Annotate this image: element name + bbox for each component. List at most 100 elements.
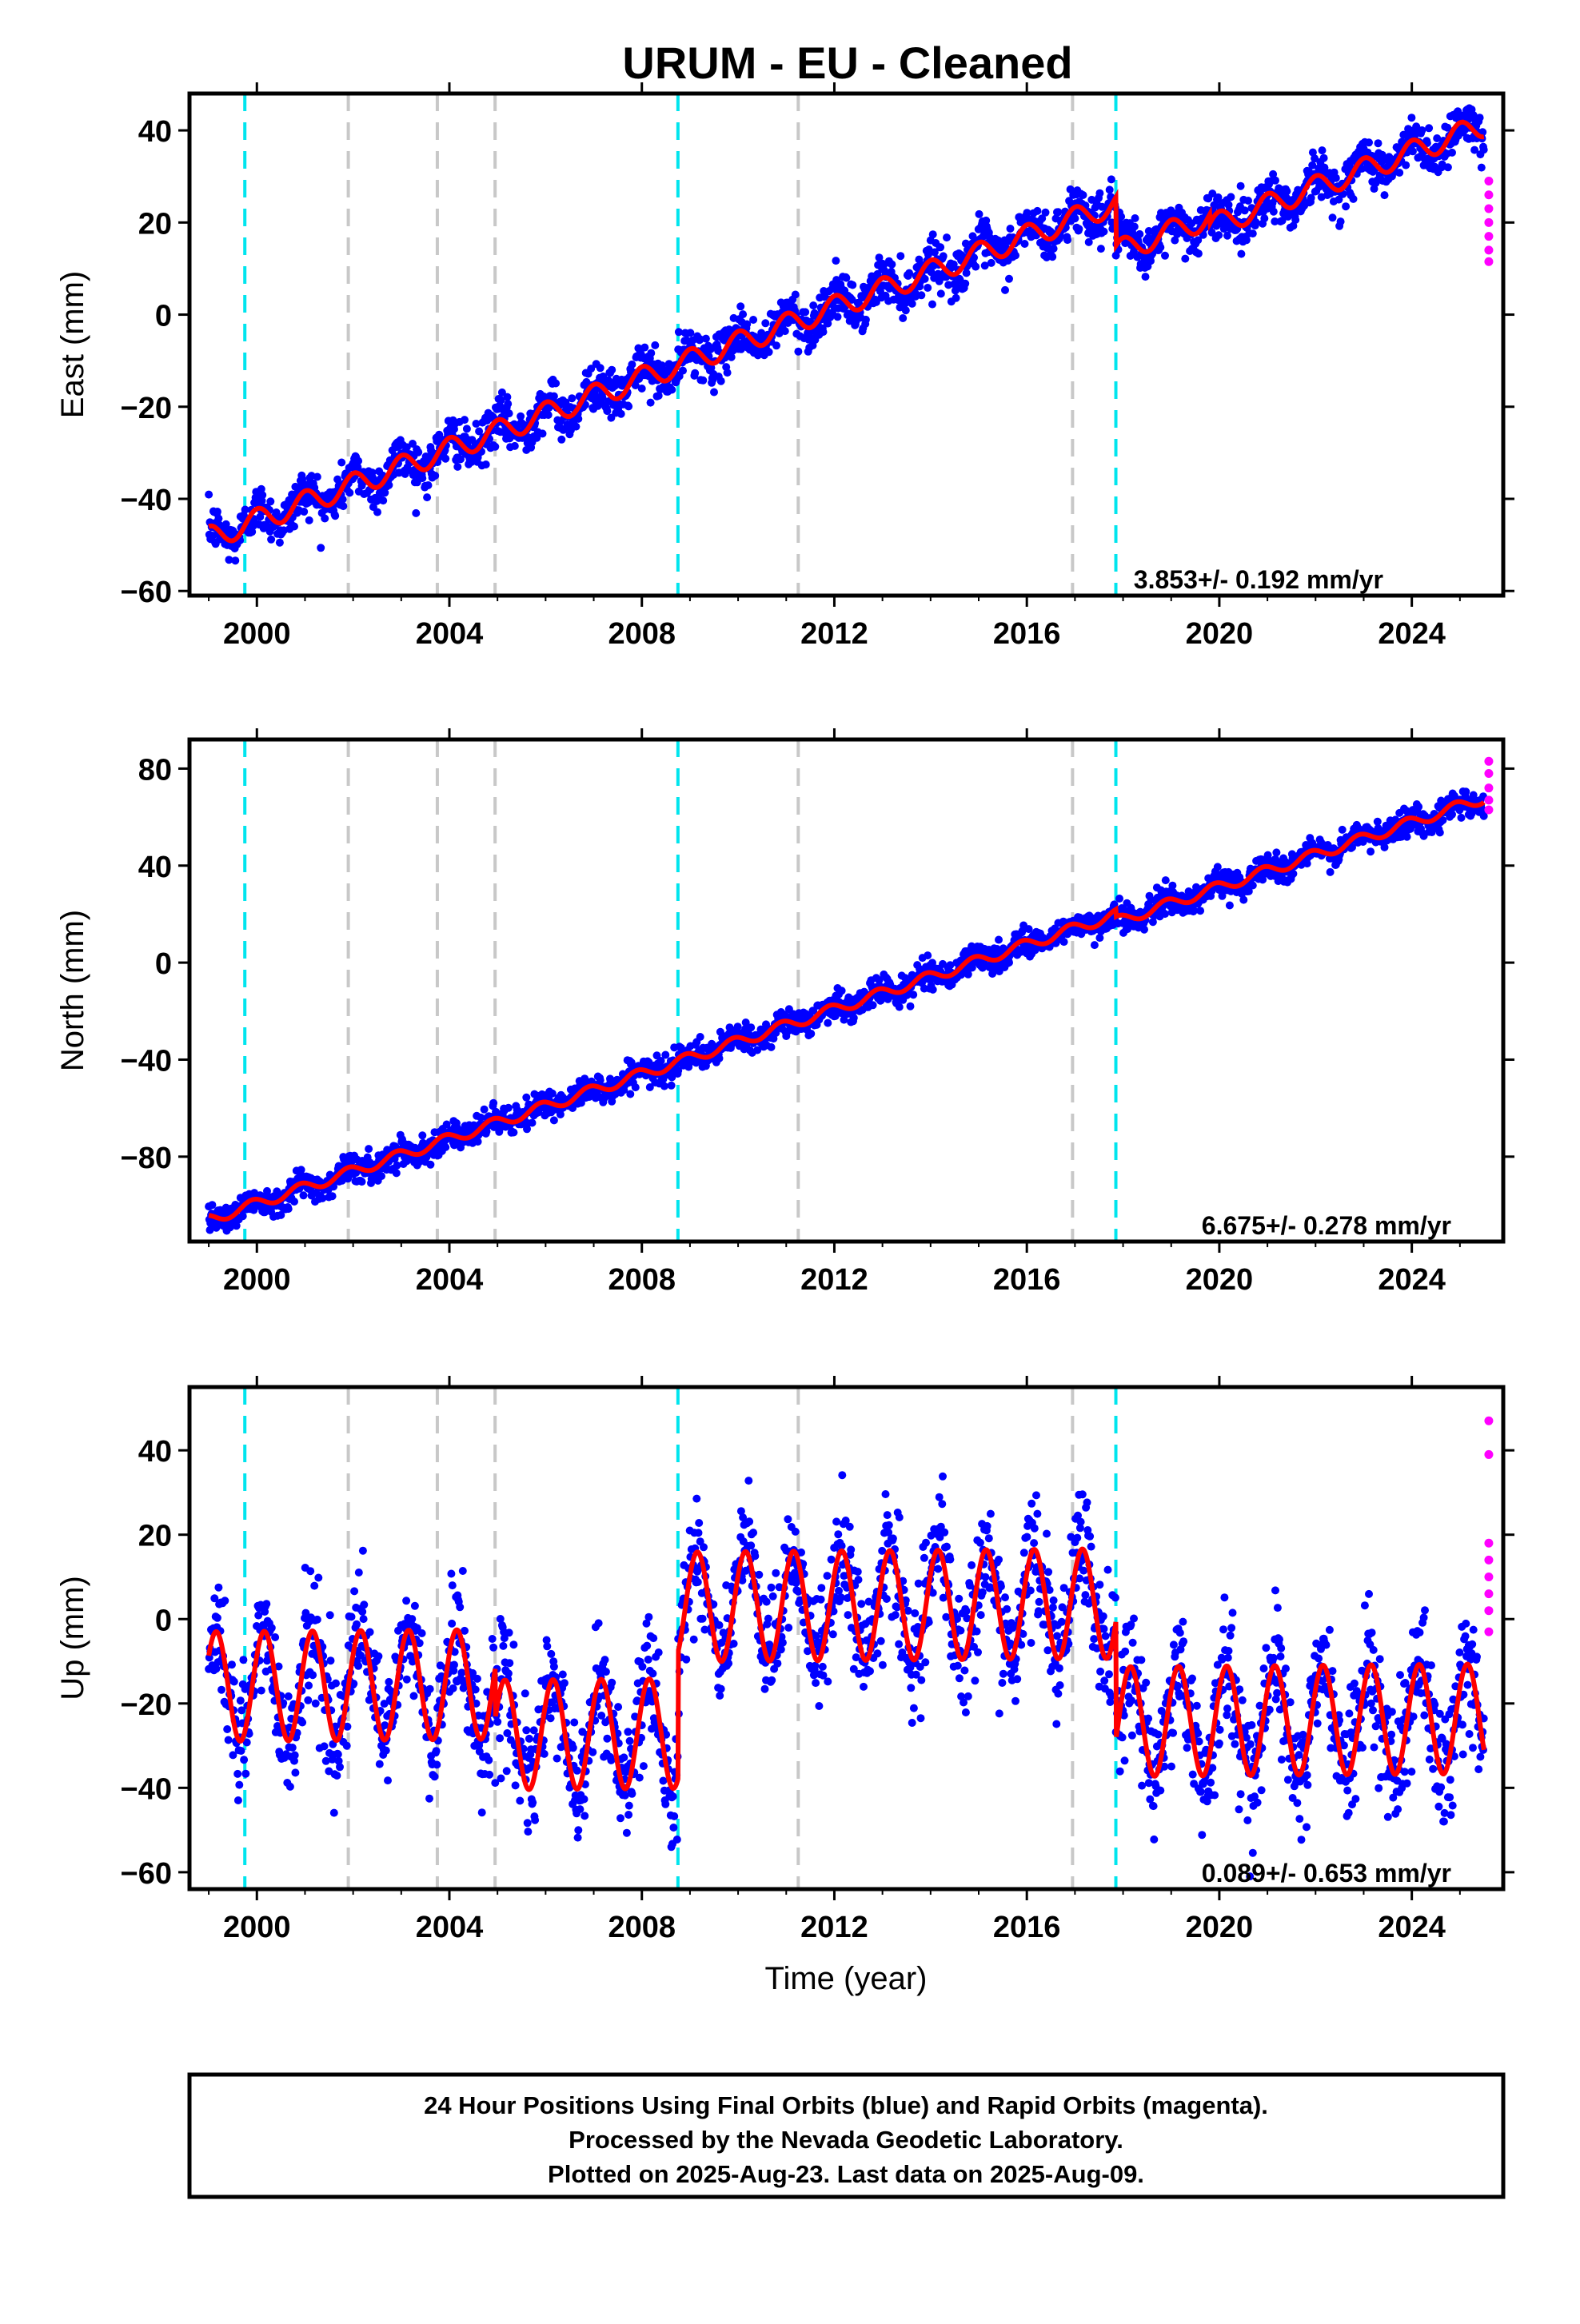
east-data-point bbox=[425, 481, 433, 489]
east-data-point bbox=[1131, 223, 1139, 231]
up-data-point bbox=[326, 1611, 334, 1619]
up-data-point bbox=[327, 1656, 335, 1664]
north-data-point bbox=[441, 1143, 449, 1151]
east-data-point bbox=[1001, 286, 1009, 294]
north-data-point bbox=[509, 1129, 517, 1137]
east-data-point bbox=[842, 274, 850, 282]
east-data-point bbox=[258, 491, 266, 499]
north-data-point bbox=[1289, 870, 1297, 878]
east-data-point bbox=[504, 400, 512, 408]
north-data-point bbox=[426, 1161, 434, 1169]
north-x-tick-label: 2008 bbox=[608, 1263, 676, 1297]
east-data-point bbox=[801, 308, 809, 316]
east-data-point bbox=[724, 369, 732, 377]
east-data-point bbox=[596, 364, 604, 372]
east-data-point bbox=[568, 394, 576, 402]
east-data-point bbox=[1223, 232, 1231, 240]
north-rapid-point bbox=[1484, 769, 1493, 778]
north-data-point bbox=[626, 1090, 634, 1098]
north-data-point bbox=[285, 1205, 293, 1213]
east-data-point bbox=[1079, 191, 1087, 199]
east-data-point bbox=[1095, 189, 1103, 197]
east-data-point bbox=[936, 243, 944, 251]
east-data-point bbox=[952, 294, 960, 302]
east-data-point bbox=[1021, 240, 1029, 248]
north-data-point bbox=[550, 1116, 558, 1124]
up-data-point bbox=[213, 1614, 221, 1622]
east-data-point bbox=[739, 310, 747, 318]
east-data-point bbox=[1237, 250, 1245, 258]
east-y-tick-label: −40 bbox=[121, 484, 172, 517]
north-data-point bbox=[522, 1094, 530, 1102]
east-y-tick-label: 40 bbox=[138, 115, 172, 149]
east-data-point bbox=[345, 488, 353, 496]
up-data-point bbox=[312, 1700, 320, 1708]
east-data-point bbox=[1249, 229, 1257, 237]
east-data-point bbox=[511, 442, 519, 450]
east-data-point bbox=[1320, 154, 1328, 162]
east-data-point bbox=[373, 508, 381, 516]
east-data-point bbox=[651, 341, 659, 349]
up-data-point bbox=[234, 1796, 242, 1804]
east-rapid-point bbox=[1484, 218, 1493, 227]
east-data-point bbox=[699, 377, 707, 385]
north-data-point bbox=[1436, 828, 1444, 836]
north-data-point bbox=[1005, 959, 1013, 967]
north-data-point bbox=[1214, 863, 1222, 871]
up-data-point bbox=[333, 1772, 341, 1780]
east-data-point bbox=[1425, 124, 1433, 132]
up-data-point bbox=[410, 1692, 418, 1700]
east-data-point bbox=[608, 366, 616, 374]
north-x-tick-label: 2020 bbox=[1186, 1263, 1254, 1297]
east-data-point bbox=[1054, 208, 1062, 216]
north-x-tick-label: 2004 bbox=[416, 1263, 484, 1297]
up-data-point bbox=[376, 1760, 384, 1768]
east-data-point bbox=[647, 349, 655, 357]
east-rapid-point bbox=[1484, 245, 1493, 254]
east-data-point bbox=[1271, 177, 1279, 185]
east-data-point bbox=[1350, 195, 1358, 203]
up-data-point bbox=[230, 1678, 238, 1686]
up-data-point bbox=[321, 1742, 329, 1750]
east-data-point bbox=[1375, 139, 1382, 147]
east-data-point bbox=[603, 407, 611, 415]
east-data-point bbox=[453, 463, 461, 471]
north-data-point bbox=[632, 1083, 640, 1091]
north-data-point bbox=[661, 1051, 669, 1059]
up-data-point bbox=[360, 1600, 368, 1608]
up-data-point bbox=[228, 1660, 236, 1668]
east-x-tick-label: 2008 bbox=[608, 617, 676, 651]
east-data-point bbox=[1283, 187, 1291, 195]
east-y-tick-label: 0 bbox=[155, 300, 172, 333]
up-data-point bbox=[240, 1756, 248, 1764]
north-data-point bbox=[1448, 811, 1456, 819]
east-data-point bbox=[491, 443, 499, 451]
east-data-point bbox=[1329, 213, 1337, 221]
up-data-point bbox=[382, 1747, 390, 1755]
north-y-tick-label: 0 bbox=[155, 947, 172, 981]
east-data-point bbox=[1100, 228, 1108, 236]
east-model-line bbox=[209, 122, 1484, 541]
up-data-point bbox=[235, 1781, 243, 1789]
east-data-point bbox=[412, 509, 420, 517]
east-data-point bbox=[899, 314, 907, 322]
east-data-point bbox=[896, 252, 904, 260]
east-data-point bbox=[908, 300, 916, 308]
north-rapid-point bbox=[1484, 783, 1493, 792]
up-data-point bbox=[426, 1685, 434, 1693]
north-data-point bbox=[290, 1198, 298, 1206]
north-rapid-point bbox=[1484, 805, 1493, 814]
north-data-point bbox=[365, 1145, 373, 1153]
east-data-point bbox=[1048, 253, 1056, 261]
east-events bbox=[245, 94, 1115, 596]
east-data-point bbox=[628, 361, 636, 369]
east-data-point bbox=[929, 230, 937, 238]
east-data-point bbox=[792, 291, 800, 299]
east-data-point bbox=[1407, 114, 1415, 122]
north-data-point bbox=[1367, 847, 1375, 855]
north-data-point bbox=[716, 1054, 724, 1062]
up-data-point bbox=[298, 1719, 306, 1727]
north-data-point bbox=[668, 1082, 676, 1090]
east-data-point bbox=[1042, 209, 1050, 217]
